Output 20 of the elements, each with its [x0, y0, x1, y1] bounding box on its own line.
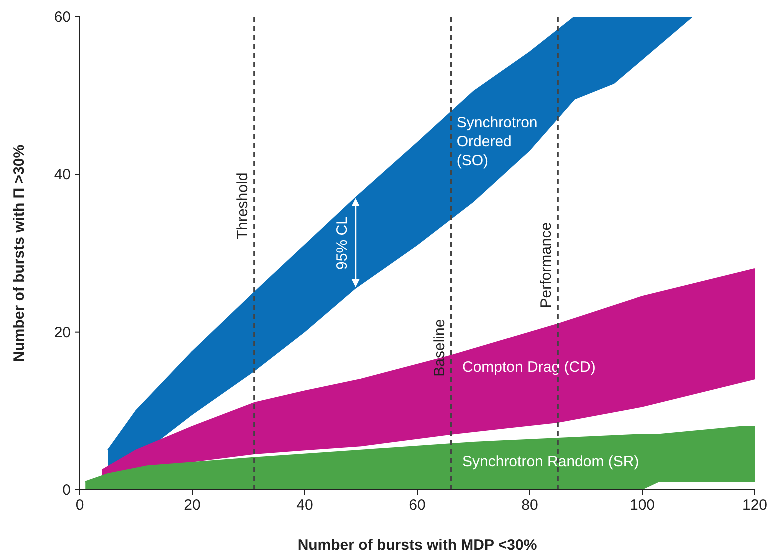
x-tick-label: 20 — [184, 497, 201, 514]
series-label: Compton Drag (CD) — [462, 358, 596, 376]
y-tick-label: 40 — [54, 166, 71, 184]
y-axis-title: Number of bursts with Π >30% — [11, 144, 28, 362]
y-tick-label: 60 — [54, 9, 71, 26]
x-tick-label: 100 — [630, 497, 656, 514]
x-tick-label: 40 — [296, 497, 314, 514]
series-label: Synchrotron Ordered (SO) — [456, 114, 538, 170]
y-tick-label: 0 — [62, 482, 71, 499]
ref-line-label: Threshold — [234, 172, 252, 240]
x-tick-label: 80 — [522, 497, 538, 514]
x-axis-title: Number of bursts with MDP <30% — [298, 537, 538, 554]
x-tick-label: 0 — [76, 497, 84, 514]
series-label: Synchrotron Random (SR) — [462, 453, 640, 470]
y-tick-label: 20 — [54, 324, 71, 342]
x-tick-label: 60 — [409, 497, 426, 514]
x-tick-label: 120 — [742, 497, 768, 514]
ref-line-label: Baseline — [431, 319, 448, 377]
annotation: 95% CL — [334, 216, 351, 270]
ref-line-label: Performance — [538, 222, 556, 308]
